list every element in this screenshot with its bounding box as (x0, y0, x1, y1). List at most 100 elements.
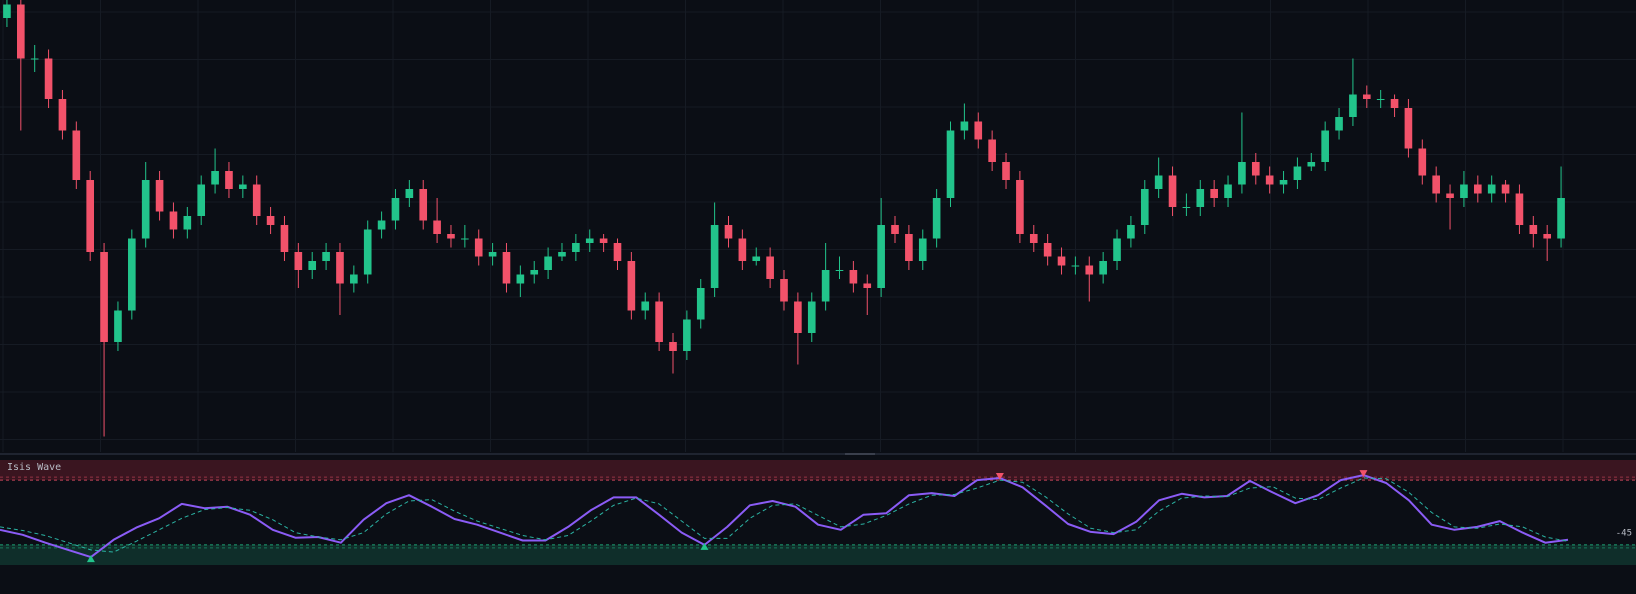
candle-body (641, 301, 650, 311)
candle-body (72, 130, 81, 180)
buy-marker (700, 542, 709, 550)
candle-body (960, 121, 969, 131)
candle-body (780, 279, 788, 302)
candle-body (44, 58, 53, 99)
candle-body (336, 252, 344, 284)
candle-body (58, 99, 67, 131)
candle-body (1390, 99, 1399, 108)
candle-body (891, 225, 899, 234)
candle-body (280, 225, 289, 252)
candle-body (252, 184, 261, 216)
candle-body (1265, 175, 1274, 185)
candle-body (807, 301, 816, 333)
candle-body (474, 238, 483, 257)
candle-body (239, 184, 247, 189)
candle-body (1460, 184, 1468, 198)
indicator-title: Isis Wave (7, 462, 61, 473)
sell-marker (1359, 470, 1368, 478)
candle-body (1279, 180, 1288, 185)
candle-body (155, 180, 164, 212)
candle-body (1099, 261, 1107, 275)
candle-body (752, 256, 761, 261)
candle-body (1029, 234, 1038, 243)
candle-body (1307, 162, 1316, 167)
candle-body (1127, 225, 1135, 239)
candle-body (308, 261, 317, 270)
candle-body (447, 234, 455, 239)
candle-body (1404, 108, 1413, 149)
candle-body (1515, 193, 1524, 225)
candle-body (1057, 256, 1066, 266)
candle-body (918, 238, 927, 261)
candle-body (391, 198, 400, 221)
candle-body (988, 139, 996, 162)
candle-body (211, 171, 219, 185)
candle-body (488, 252, 497, 257)
candle-body (350, 274, 358, 284)
candle-body (627, 261, 636, 311)
candle-body (1154, 175, 1163, 189)
candle-body (613, 243, 622, 261)
candle-body (821, 270, 830, 302)
candle-body (1487, 184, 1496, 194)
footer (0, 565, 1636, 594)
oversold-band (0, 544, 1636, 565)
candle-body (1349, 94, 1357, 117)
candle-body (1113, 238, 1121, 261)
candle-body (905, 234, 913, 261)
level-label: -45 (1616, 528, 1632, 538)
candle-body (502, 252, 511, 284)
candle-body (322, 252, 330, 261)
buy-marker (86, 555, 95, 563)
candle-body (1543, 234, 1552, 239)
candle-body (3, 4, 11, 18)
candle-body (1362, 94, 1371, 99)
candle-body (710, 225, 719, 288)
sell-marker (995, 472, 1004, 480)
candle-body (16, 4, 25, 59)
candle-body (294, 252, 303, 270)
candle-body (877, 225, 885, 288)
candle-body (1182, 207, 1191, 208)
candle-body (114, 310, 122, 342)
candle-body (128, 238, 136, 311)
candle-body (141, 180, 150, 239)
candle-body (433, 220, 441, 234)
candle-body (197, 184, 206, 216)
candle-body (1071, 265, 1080, 267)
candle-body (1473, 184, 1482, 194)
candle-body (1293, 166, 1302, 180)
candle-body (696, 288, 705, 320)
candle-body (1432, 175, 1440, 194)
candle-body (1210, 189, 1218, 198)
candle-body (169, 211, 178, 230)
candle-body (683, 319, 691, 351)
candle-body (1016, 180, 1024, 234)
candle-body (1446, 193, 1454, 198)
candle-body (30, 58, 39, 60)
candle-body (1002, 162, 1010, 180)
candle-body (266, 216, 275, 225)
candle-body (1321, 130, 1329, 162)
candle-body (516, 274, 525, 284)
candle-body (1238, 162, 1246, 185)
candle-body (724, 225, 733, 239)
candle-body (572, 243, 580, 252)
candle-body (835, 270, 844, 271)
candle-body (1529, 225, 1538, 234)
candle-body (1168, 175, 1177, 207)
candle-body (1224, 184, 1232, 198)
candle-body (363, 229, 372, 275)
candle-body (849, 270, 858, 284)
candle-body (946, 130, 955, 198)
candle-body (1140, 189, 1149, 225)
candle-body (1196, 189, 1205, 207)
candle-body (932, 198, 941, 239)
candle-body (405, 189, 414, 198)
signal-line (0, 477, 1569, 553)
candle-body (225, 171, 233, 189)
candle-body (766, 256, 774, 279)
candle-body (863, 283, 872, 288)
candle-body (377, 220, 386, 230)
